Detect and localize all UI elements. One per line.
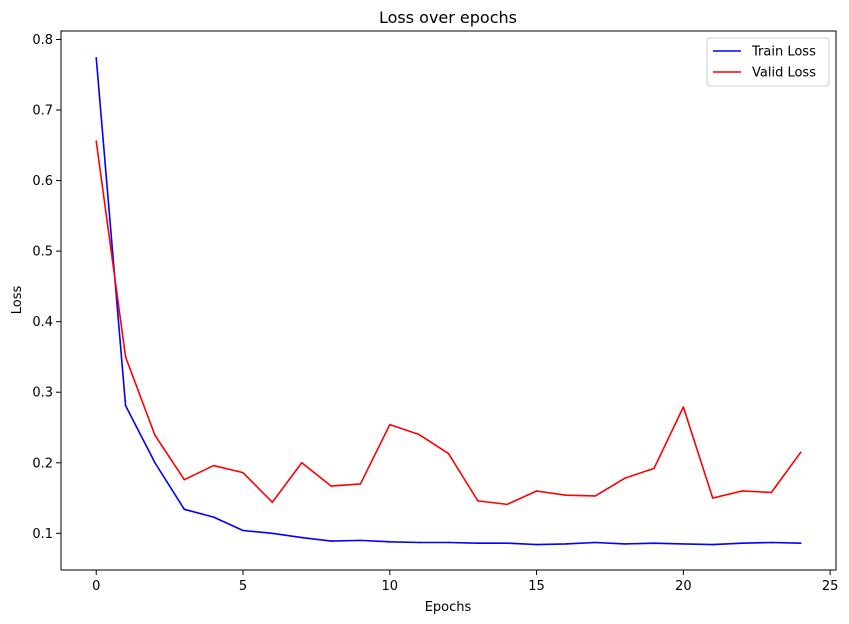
data-point-train-loss — [682, 543, 685, 545]
legend: Train Loss Valid Loss — [706, 37, 830, 87]
x-axis-label: Epochs — [425, 600, 472, 615]
y-tick-label: 0.4 — [32, 315, 53, 330]
data-point-train-loss — [799, 542, 802, 544]
x-tick-label: 0 — [92, 579, 100, 594]
plot-area — [95, 57, 802, 546]
data-point-valid-loss — [300, 461, 303, 464]
data-point-train-loss — [594, 541, 597, 544]
data-point-valid-loss — [770, 491, 773, 494]
data-point-train-loss — [154, 461, 156, 464]
data-point-train-loss — [506, 542, 509, 544]
y-axis-label: Loss — [10, 286, 25, 315]
data-point-valid-loss — [388, 423, 391, 426]
data-point-valid-loss — [506, 503, 509, 506]
data-point-train-loss — [711, 543, 714, 546]
data-point-train-loss — [447, 541, 450, 544]
data-point-valid-loss — [359, 483, 362, 485]
data-point-valid-loss — [594, 495, 597, 497]
data-point-valid-loss — [330, 485, 332, 487]
y-tick-label: 0.5 — [32, 245, 53, 260]
data-point-valid-loss — [477, 500, 479, 502]
data-point-train-loss — [212, 516, 215, 518]
data-point-train-loss — [653, 542, 655, 544]
y-tick-label: 0.2 — [32, 456, 53, 471]
data-point-train-loss — [770, 541, 773, 544]
plot-frame — [60, 30, 837, 571]
data-point-train-loss — [741, 542, 743, 544]
y-tick-label: 0.1 — [32, 527, 53, 542]
data-point-valid-loss — [741, 490, 743, 492]
x-tick-label: 20 — [675, 579, 692, 594]
data-point-valid-loss — [799, 451, 802, 453]
data-point-train-loss — [388, 540, 391, 543]
x-tick-label: 15 — [528, 579, 545, 594]
data-point-train-loss — [330, 540, 332, 542]
x-axis-ticks: 0 5 10 15 20 25 — [92, 570, 838, 594]
data-point-valid-loss — [271, 501, 274, 504]
data-point-train-loss — [300, 536, 303, 539]
data-point-train-loss — [565, 543, 567, 545]
data-point-valid-loss — [418, 433, 420, 436]
y-tick-label: 0.8 — [32, 33, 53, 48]
data-point-valid-loss — [711, 497, 714, 499]
legend-label-train-loss: Train Loss — [751, 45, 816, 60]
data-point-train-loss — [623, 543, 626, 545]
data-point-train-loss — [183, 508, 186, 511]
data-point-train-loss — [535, 543, 538, 546]
series-line-valid-loss — [95, 140, 802, 506]
data-point-valid-loss — [535, 490, 538, 492]
data-point-valid-loss — [242, 471, 244, 474]
data-point-valid-loss — [447, 452, 450, 455]
data-point-train-loss — [418, 541, 420, 544]
y-axis-ticks: 0.1 0.2 0.3 0.4 0.5 0.6 0.7 0.8 — [32, 33, 61, 542]
chart-title: Loss over epochs — [379, 8, 517, 27]
legend-label-valid-loss: Valid Loss — [752, 66, 816, 81]
data-point-valid-loss — [183, 478, 186, 481]
y-tick-label: 0.6 — [32, 174, 53, 189]
legend-box — [706, 37, 830, 87]
data-point-valid-loss — [154, 434, 156, 437]
data-point-train-loss — [124, 404, 127, 407]
data-point-valid-loss — [212, 464, 215, 467]
y-tick-label: 0.3 — [32, 386, 53, 401]
data-point-valid-loss — [565, 494, 567, 497]
data-point-valid-loss — [623, 477, 626, 480]
x-tick-label: 5 — [239, 579, 247, 594]
data-point-valid-loss — [124, 356, 127, 358]
data-point-train-loss — [359, 539, 362, 542]
data-point-valid-loss — [653, 467, 655, 470]
data-point-valid-loss — [95, 140, 98, 142]
x-tick-label: 10 — [382, 579, 399, 594]
data-point-train-loss — [242, 529, 244, 532]
y-tick-label: 0.7 — [32, 104, 53, 119]
x-tick-label: 25 — [822, 579, 839, 594]
data-point-train-loss — [477, 542, 479, 544]
data-point-train-loss — [95, 57, 98, 59]
data-point-train-loss — [271, 532, 274, 535]
data-point-valid-loss — [682, 406, 685, 408]
